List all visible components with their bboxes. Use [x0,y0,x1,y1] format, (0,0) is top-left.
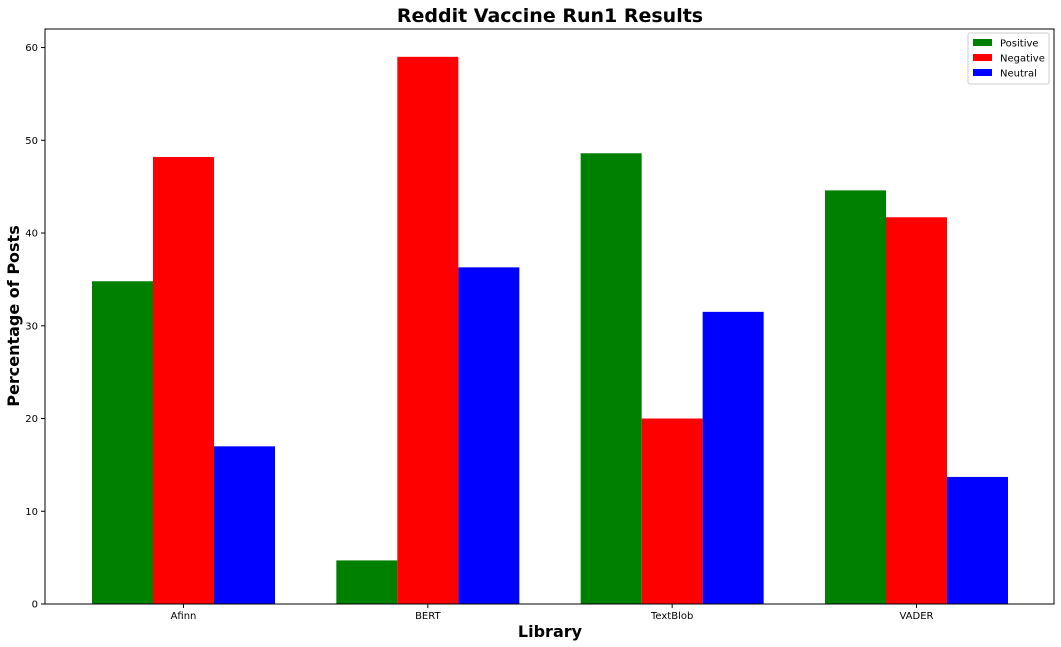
x-axis-label: Library [518,622,583,641]
chart-title: Reddit Vaccine Run1 Results [397,5,703,27]
bar-textblob-neutral [702,311,764,604]
bar-bert-neutral [458,267,520,604]
y-tick-label: 10 [25,507,38,518]
y-tick-label: 40 [25,229,38,240]
x-tick-label: Afinn [171,611,197,622]
plot-frame [44,28,1055,605]
y-axis-label: Percentage of Posts [4,225,23,406]
y-tick-label: 0 [32,600,38,611]
y-tick-label: 60 [25,43,38,54]
legend-swatch-neutral [973,69,992,76]
y-tick-label: 30 [25,321,38,332]
legend-label-negative: Negative [1000,54,1045,65]
legend-label-neutral: Neutral [1000,69,1037,80]
bar-bert-negative [397,56,459,605]
x-axis: Afinn BERT TextBlob VADER [171,604,934,622]
plot-area [44,28,1055,605]
y-tick-label: 20 [25,414,38,425]
y-axis: 0 10 20 30 40 50 60 [25,43,45,611]
legend-swatch-positive [973,39,992,46]
legend-swatch-negative [973,54,992,61]
bar-textblob-positive [580,153,642,604]
bar-bert-positive [336,560,398,604]
legend: Positive Negative Neutral [967,32,1050,85]
y-tick-label: 50 [25,136,38,147]
bar-afinn-positive [92,281,153,604]
x-tick-label: VADER [899,611,933,622]
bar-textblob-negative [641,418,703,604]
bar-vader-neutral [947,476,1008,604]
bar-vader-positive [825,190,886,604]
x-tick-label: TextBlob [650,611,693,622]
bar-afinn-negative [153,156,214,604]
bar-afinn-neutral [214,446,275,604]
legend-label-positive: Positive [1000,39,1039,50]
x-tick-label: BERT [415,611,441,622]
bar-vader-negative [886,217,947,605]
